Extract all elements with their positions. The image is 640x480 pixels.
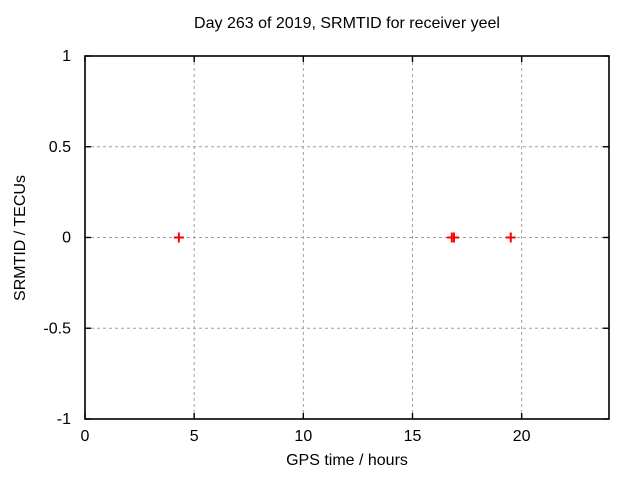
y-tick-label: 0 [62,230,71,247]
chart-title: Day 263 of 2019, SRMTID for receiver yee… [194,15,500,32]
x-tick-label: 0 [81,428,90,445]
x-axis-label: GPS time / hours [286,452,408,469]
plot-border [84,55,610,420]
y-axis-label: SRMTID / TECUs [12,175,29,301]
x-tick-label: 10 [294,428,312,445]
y-tick-label: -0.5 [43,320,71,337]
x-tick-label: 20 [513,428,531,445]
x-tick-label: 5 [190,428,199,445]
data-point-marker [173,232,184,243]
y-tick-label: 1 [62,48,71,65]
data-point-marker [505,232,516,243]
y-tick-label: -1 [57,411,71,428]
y-tick-label: 0.5 [49,139,71,156]
data-point-marker [448,232,459,243]
x-tick-label: 15 [404,428,422,445]
